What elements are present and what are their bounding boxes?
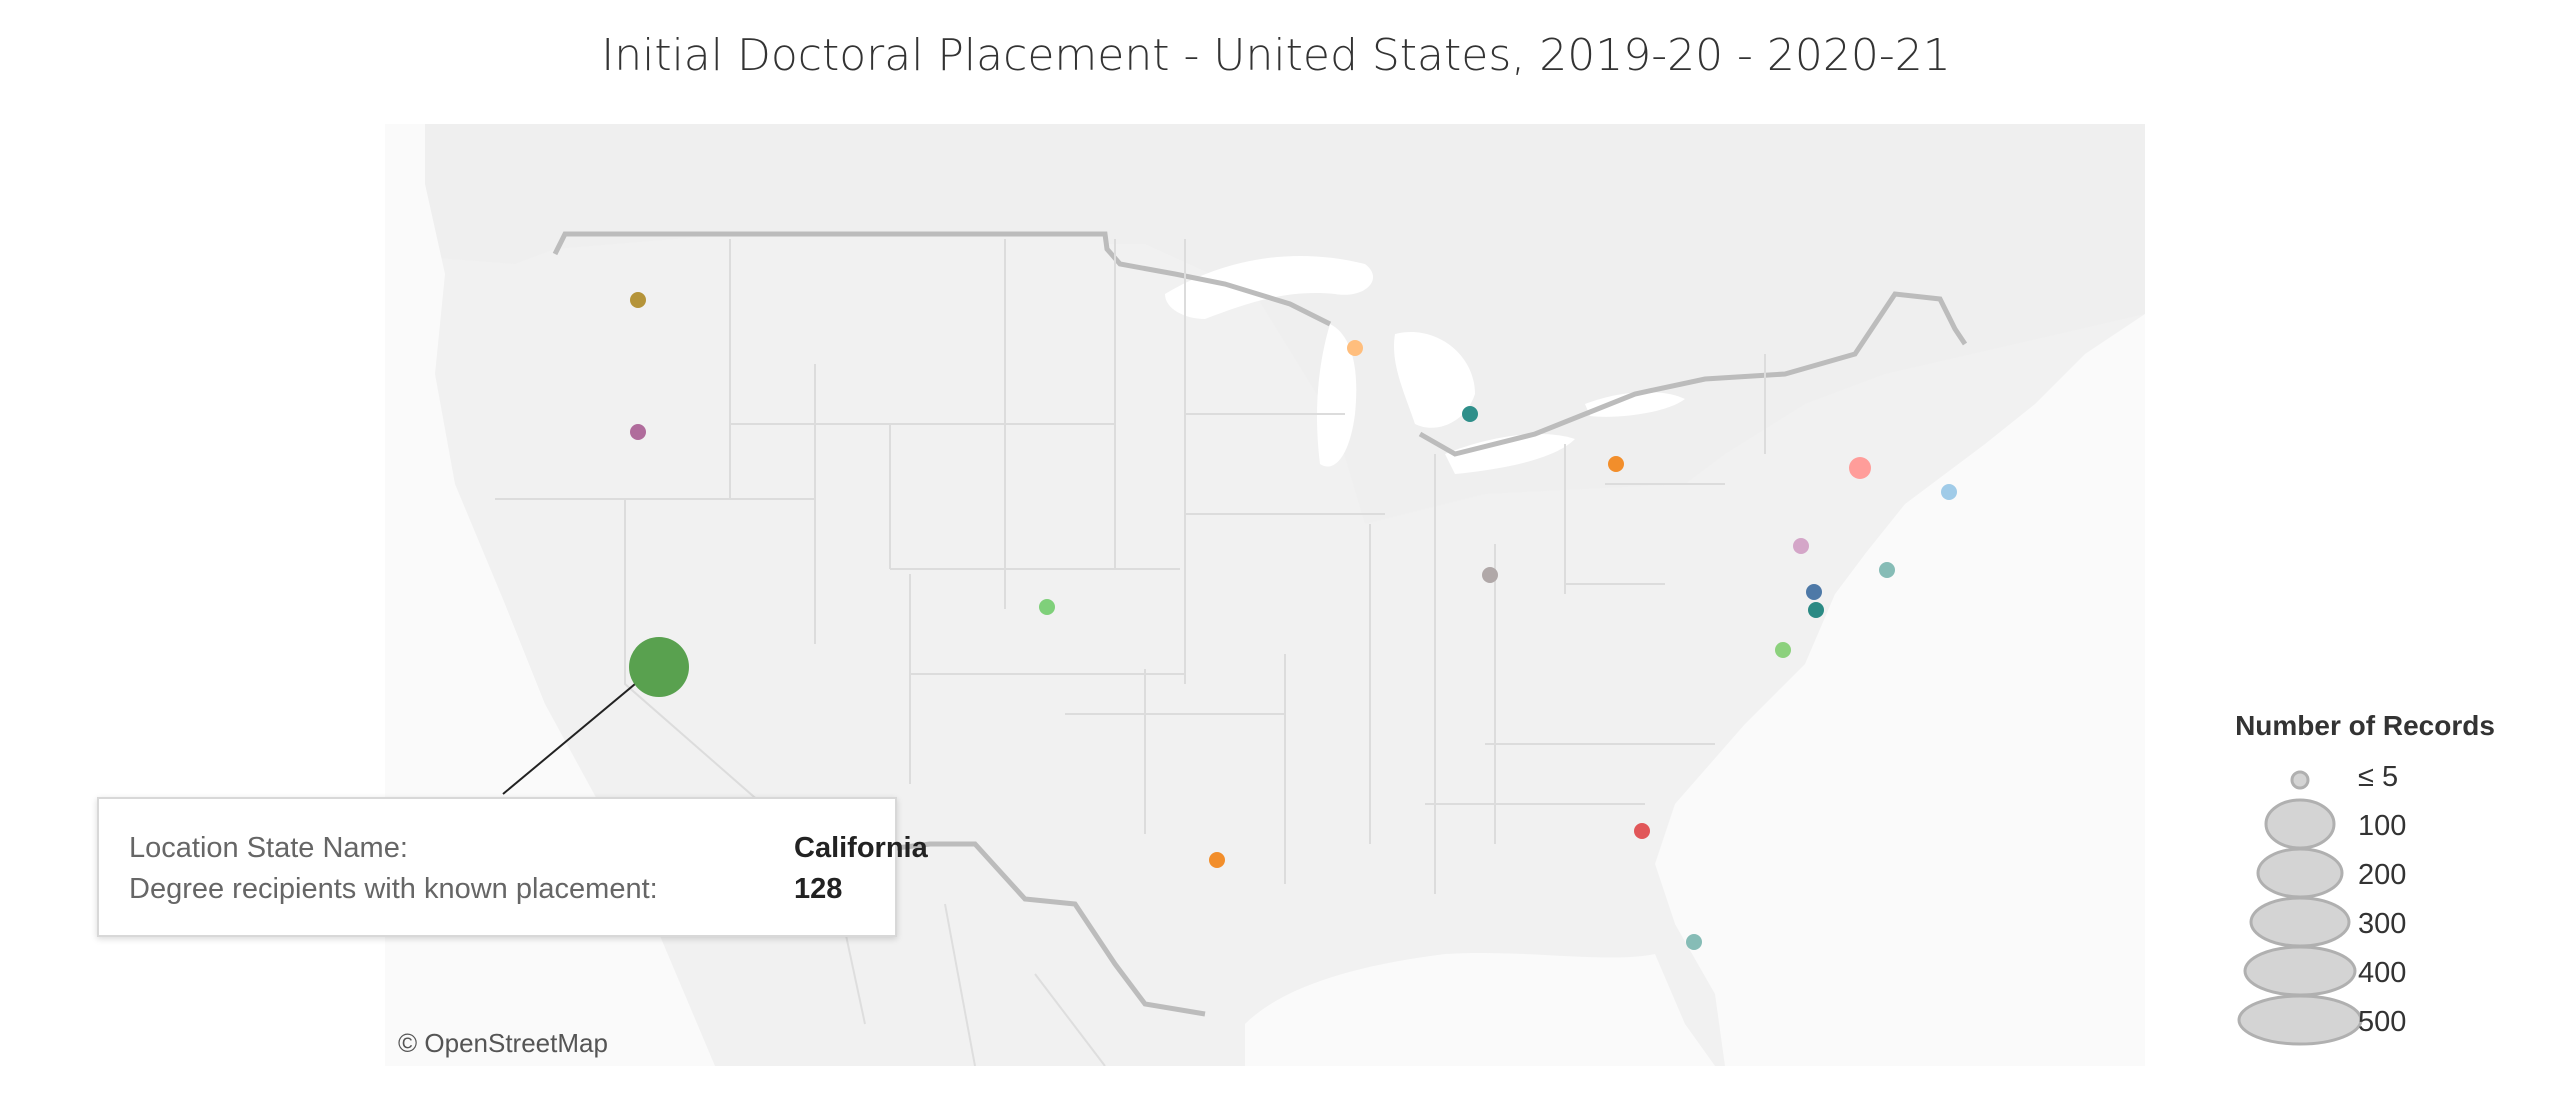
state-mark-district-of-columbia[interactable] bbox=[1808, 602, 1824, 618]
legend-label: ≤ 5 bbox=[2358, 761, 2399, 793]
state-mark-oregon[interactable] bbox=[630, 424, 646, 440]
tooltip-state-label: Location State Name: bbox=[129, 832, 408, 864]
legend-item: 500 bbox=[2200, 994, 2530, 1048]
state-mark-texas[interactable] bbox=[1209, 852, 1225, 868]
state-mark-illinois[interactable] bbox=[1482, 567, 1498, 583]
legend-label: 400 bbox=[2358, 957, 2407, 989]
tooltip-leader-line bbox=[502, 668, 654, 795]
lake-huron bbox=[1394, 332, 1475, 428]
map-svg bbox=[385, 124, 2145, 1066]
legend-label: 300 bbox=[2358, 908, 2407, 940]
tooltip-count-value: 128 bbox=[794, 873, 843, 905]
tooltip-state-value: California bbox=[794, 832, 928, 864]
state-mark-georgia[interactable] bbox=[1634, 823, 1650, 839]
state-mark-minnesota[interactable] bbox=[1347, 340, 1363, 356]
state-mark-new-jersey[interactable] bbox=[1879, 562, 1895, 578]
legend-title: Number of Records bbox=[2235, 710, 2495, 741]
legend-item: ≤ 5 bbox=[2200, 755, 2530, 803]
legend-label: 200 bbox=[2358, 859, 2407, 891]
map-attribution: © OpenStreetMap bbox=[398, 1028, 608, 1058]
legend-label: 500 bbox=[2358, 1006, 2407, 1038]
tooltip-count-label: Degree recipients with known placement: bbox=[129, 873, 658, 905]
size-legend: Number of Records ≤ 5 100 200 300 400 50… bbox=[2200, 700, 2540, 1060]
lake-superior bbox=[1165, 255, 1374, 319]
lake-erie bbox=[1445, 434, 1575, 474]
state-mark-wisconsin[interactable] bbox=[1462, 406, 1478, 422]
state-marks-layer bbox=[629, 292, 1957, 950]
state-mark-pennsylvania[interactable] bbox=[1793, 538, 1809, 554]
atlantic-ocean bbox=[1655, 314, 2145, 1066]
state-mark-michigan[interactable] bbox=[1608, 456, 1624, 472]
legend-circle-icon bbox=[2237, 994, 2363, 1046]
state-borders bbox=[495, 239, 1766, 894]
legend-label: 100 bbox=[2358, 810, 2407, 842]
state-mark-maryland[interactable] bbox=[1806, 584, 1822, 600]
legend-circle-icon bbox=[2290, 770, 2310, 790]
state-mark-washington[interactable] bbox=[630, 292, 646, 308]
canada-land bbox=[385, 124, 2145, 524]
lake-michigan bbox=[1317, 324, 1357, 467]
legend-item: 100 bbox=[2200, 798, 2530, 852]
state-mark-colorado[interactable] bbox=[1039, 599, 1055, 615]
map-title: Initial Doctoral Placement - United Stat… bbox=[601, 30, 1951, 81]
gulf-of-mexico bbox=[1245, 952, 1715, 1066]
lake-ontario bbox=[1585, 392, 1685, 417]
state-mark-massachusetts[interactable] bbox=[1941, 484, 1957, 500]
state-mark-california[interactable] bbox=[629, 637, 689, 697]
map-tooltip: Location State Name: California Degree r… bbox=[97, 797, 928, 937]
legend-item: 300 bbox=[2200, 896, 2530, 950]
state-mark-florida[interactable] bbox=[1686, 934, 1702, 950]
legend-item: 200 bbox=[2200, 847, 2530, 901]
state-mark-virginia[interactable] bbox=[1775, 642, 1791, 658]
state-mark-new-york[interactable] bbox=[1849, 457, 1871, 479]
us-canada-border bbox=[552, 231, 1968, 457]
